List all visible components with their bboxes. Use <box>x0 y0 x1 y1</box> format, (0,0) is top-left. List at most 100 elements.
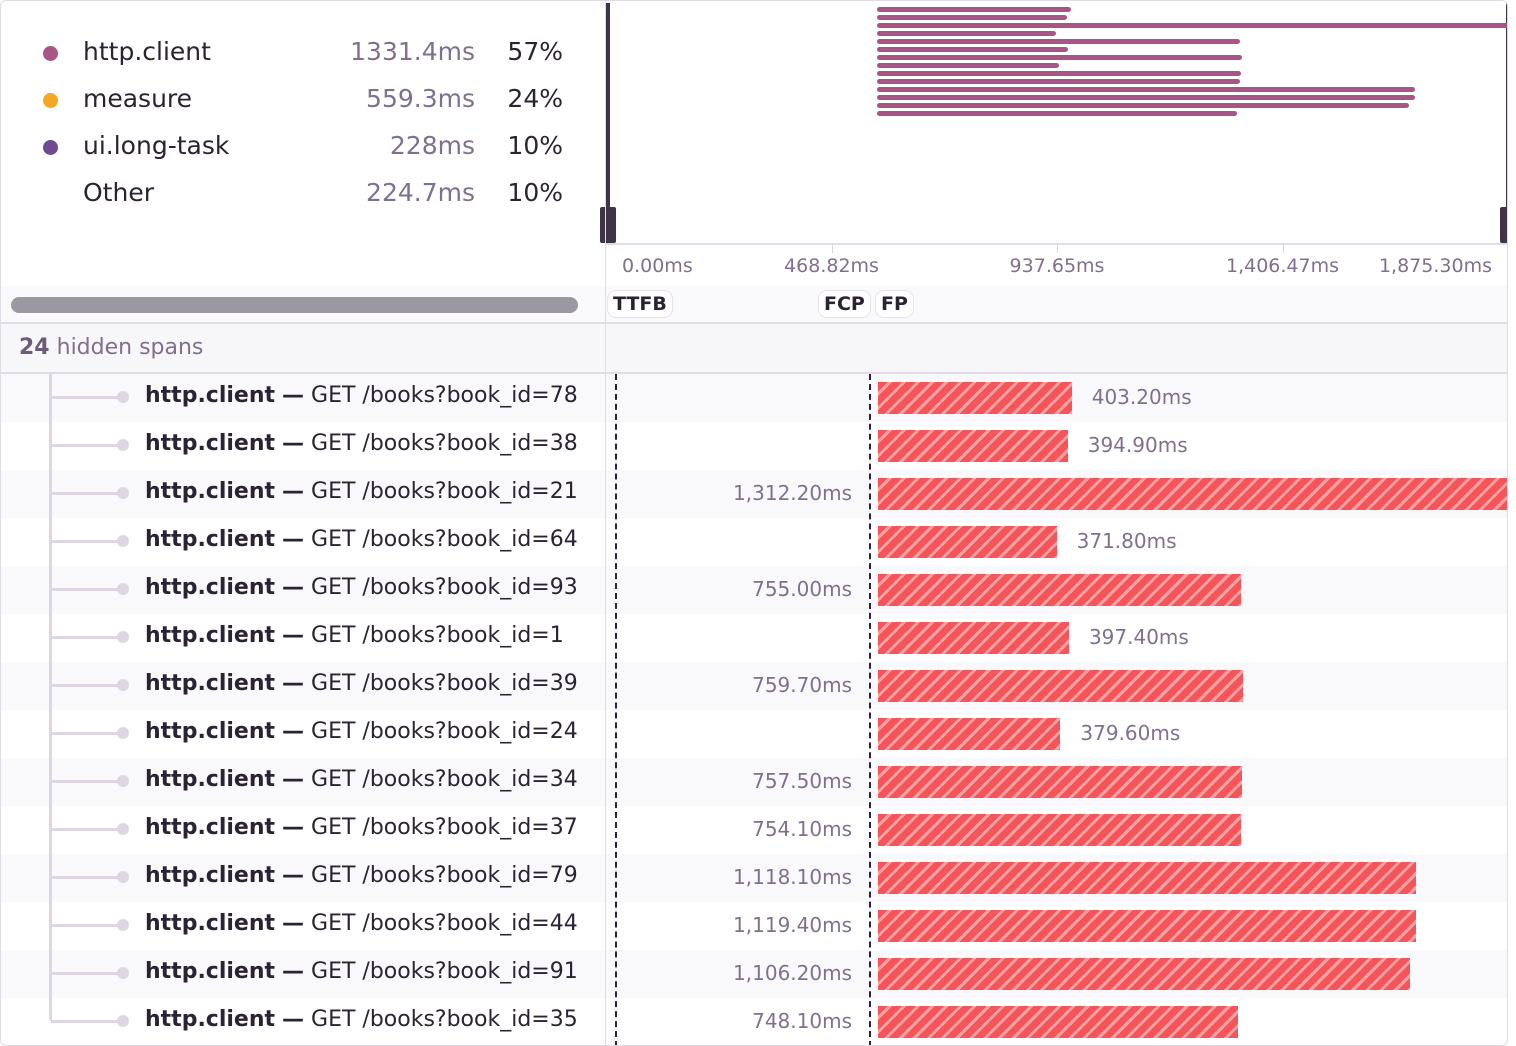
span-title: http.client — GET /books?book_id=38 <box>145 431 578 456</box>
span-bar[interactable] <box>877 526 1057 558</box>
legend-op-name: ui.long-task <box>83 131 230 160</box>
span-op: http.client <box>145 767 276 792</box>
span-duration: 397.40ms <box>1088 625 1189 649</box>
span-row[interactable]: http.client — GET /books?book_id=78 403.2… <box>1 374 1507 422</box>
legend-item[interactable]: ui.long-task 228ms 10% <box>31 125 571 172</box>
marker-ttfb[interactable]: TTFB <box>607 290 673 318</box>
legend-item[interactable]: measure 559.3ms 24% <box>31 78 571 125</box>
axis-tick-label: 937.65ms <box>1009 255 1105 277</box>
span-bar[interactable] <box>877 622 1069 654</box>
span-duration: 754.10ms <box>752 817 852 841</box>
marker-fp[interactable]: FP <box>875 290 914 318</box>
pane-divider[interactable] <box>605 1 606 1045</box>
hidden-spans-toggle[interactable]: 24 hidden spans <box>1 324 1507 374</box>
span-title: http.client — GET /books?book_id=64 <box>145 527 578 552</box>
legend-dot-icon <box>43 140 58 155</box>
span-duration: 759.70ms <box>752 673 852 697</box>
hidden-spans-count: 24 <box>19 335 50 360</box>
tree-node-dot-icon <box>117 967 129 979</box>
span-row[interactable]: http.client — GET /books?book_id=37 754.1… <box>1 806 1507 854</box>
span-bar[interactable] <box>877 574 1241 606</box>
minimap-right-handle[interactable] <box>1500 207 1507 243</box>
axis-tick-label: 468.82ms <box>784 255 879 277</box>
span-bar[interactable] <box>877 862 1416 894</box>
minimap-span-bar <box>876 79 1240 84</box>
span-bar[interactable] <box>877 766 1243 798</box>
minimap-left-handle-line[interactable] <box>606 3 610 209</box>
span-bar[interactable] <box>877 430 1068 462</box>
tree-connector <box>51 684 121 687</box>
marker-fcp[interactable]: FCP <box>818 290 871 318</box>
span-row[interactable]: http.client — GET /books?book_id=44 1,119… <box>1 902 1507 950</box>
span-title: http.client — GET /books?book_id=79 <box>145 863 578 888</box>
legend-op-name: Other <box>83 178 154 207</box>
span-separator: — <box>282 431 305 456</box>
span-description: GET /books?book_id=44 <box>311 911 578 936</box>
span-separator: — <box>282 479 305 504</box>
legend-op-name: measure <box>83 84 193 113</box>
tree-connector <box>51 444 121 447</box>
legend-item[interactable]: Other 224.7ms 10% <box>31 172 571 219</box>
span-separator: — <box>282 383 305 408</box>
axis-tick-label: 1,875.30ms <box>1378 255 1492 277</box>
span-list: http.client — GET /books?book_id=78 403.2… <box>1 374 1507 1045</box>
minimap-span-bar <box>876 71 1242 76</box>
span-title: http.client — GET /books?book_id=35 <box>145 1007 578 1032</box>
span-bar[interactable] <box>877 382 1072 414</box>
horizontal-scrollbar[interactable] <box>11 297 578 313</box>
span-title: http.client — GET /books?book_id=37 <box>145 815 578 840</box>
span-description: GET /books?book_id=21 <box>311 479 578 504</box>
legend-item[interactable]: http.client 1331.4ms 57% <box>31 31 571 78</box>
span-description: GET /books?book_id=35 <box>311 1007 578 1032</box>
span-row[interactable]: http.client — GET /books?book_id=21 1,312… <box>1 470 1507 518</box>
tree-guide-line <box>49 374 52 1021</box>
legend-duration: 1331.4ms <box>350 37 475 66</box>
legend-op-name: http.client <box>83 37 211 66</box>
tree-connector <box>51 540 121 543</box>
span-row[interactable]: http.client — GET /books?book_id=39 759.7… <box>1 662 1507 710</box>
span-op: http.client <box>145 383 276 408</box>
span-op: http.client <box>145 527 276 552</box>
tree-node-dot-icon <box>117 919 129 931</box>
span-duration: 748.10ms <box>752 1009 852 1033</box>
legend-percent: 10% <box>507 131 563 160</box>
span-duration: 371.80ms <box>1076 529 1177 553</box>
span-separator: — <box>282 527 305 552</box>
span-description: GET /books?book_id=1 <box>311 623 564 648</box>
span-row[interactable]: http.client — GET /books?book_id=79 1,118… <box>1 854 1507 902</box>
legend-percent: 57% <box>507 37 563 66</box>
tree-node-dot-icon <box>117 391 129 403</box>
span-row[interactable]: http.client — GET /books?book_id=1 397.40… <box>1 614 1507 662</box>
fcp-marker-line <box>868 374 871 1045</box>
span-row[interactable]: http.client — GET /books?book_id=34 757.5… <box>1 758 1507 806</box>
span-bar[interactable] <box>877 958 1410 990</box>
span-row[interactable]: http.client — GET /books?book_id=91 1,106… <box>1 950 1507 998</box>
minimap-span-bar <box>876 31 1056 36</box>
minimap-span-bar <box>876 111 1237 116</box>
span-bar[interactable] <box>877 814 1241 846</box>
span-bar[interactable] <box>877 670 1244 702</box>
span-row[interactable]: http.client — GET /books?book_id=93 755.0… <box>1 566 1507 614</box>
span-bar[interactable] <box>877 1006 1238 1038</box>
minimap-span-bar <box>876 63 1060 68</box>
span-row[interactable]: http.client — GET /books?book_id=38 394.9… <box>1 422 1507 470</box>
span-bar[interactable] <box>877 478 1507 510</box>
span-description: GET /books?book_id=93 <box>311 575 578 600</box>
span-bar[interactable] <box>877 910 1417 942</box>
span-title: http.client — GET /books?book_id=39 <box>145 671 578 696</box>
tree-node-dot-icon <box>117 439 129 451</box>
minimap-right-handle-line[interactable] <box>1506 3 1507 209</box>
minimap-span-bar <box>876 55 1243 60</box>
span-row[interactable]: http.client — GET /books?book_id=35 748.1… <box>1 998 1507 1045</box>
span-description: GET /books?book_id=79 <box>311 863 578 888</box>
minimap-left-handle[interactable] <box>600 207 616 243</box>
span-row[interactable]: http.client — GET /books?book_id=64 371.8… <box>1 518 1507 566</box>
span-op: http.client <box>145 623 276 648</box>
span-separator: — <box>282 767 305 792</box>
tree-connector <box>51 876 121 879</box>
span-bar[interactable] <box>877 718 1061 750</box>
minimap[interactable] <box>600 1 1507 243</box>
minimap-span-bar <box>876 87 1415 92</box>
span-row[interactable]: http.client — GET /books?book_id=24 379.6… <box>1 710 1507 758</box>
